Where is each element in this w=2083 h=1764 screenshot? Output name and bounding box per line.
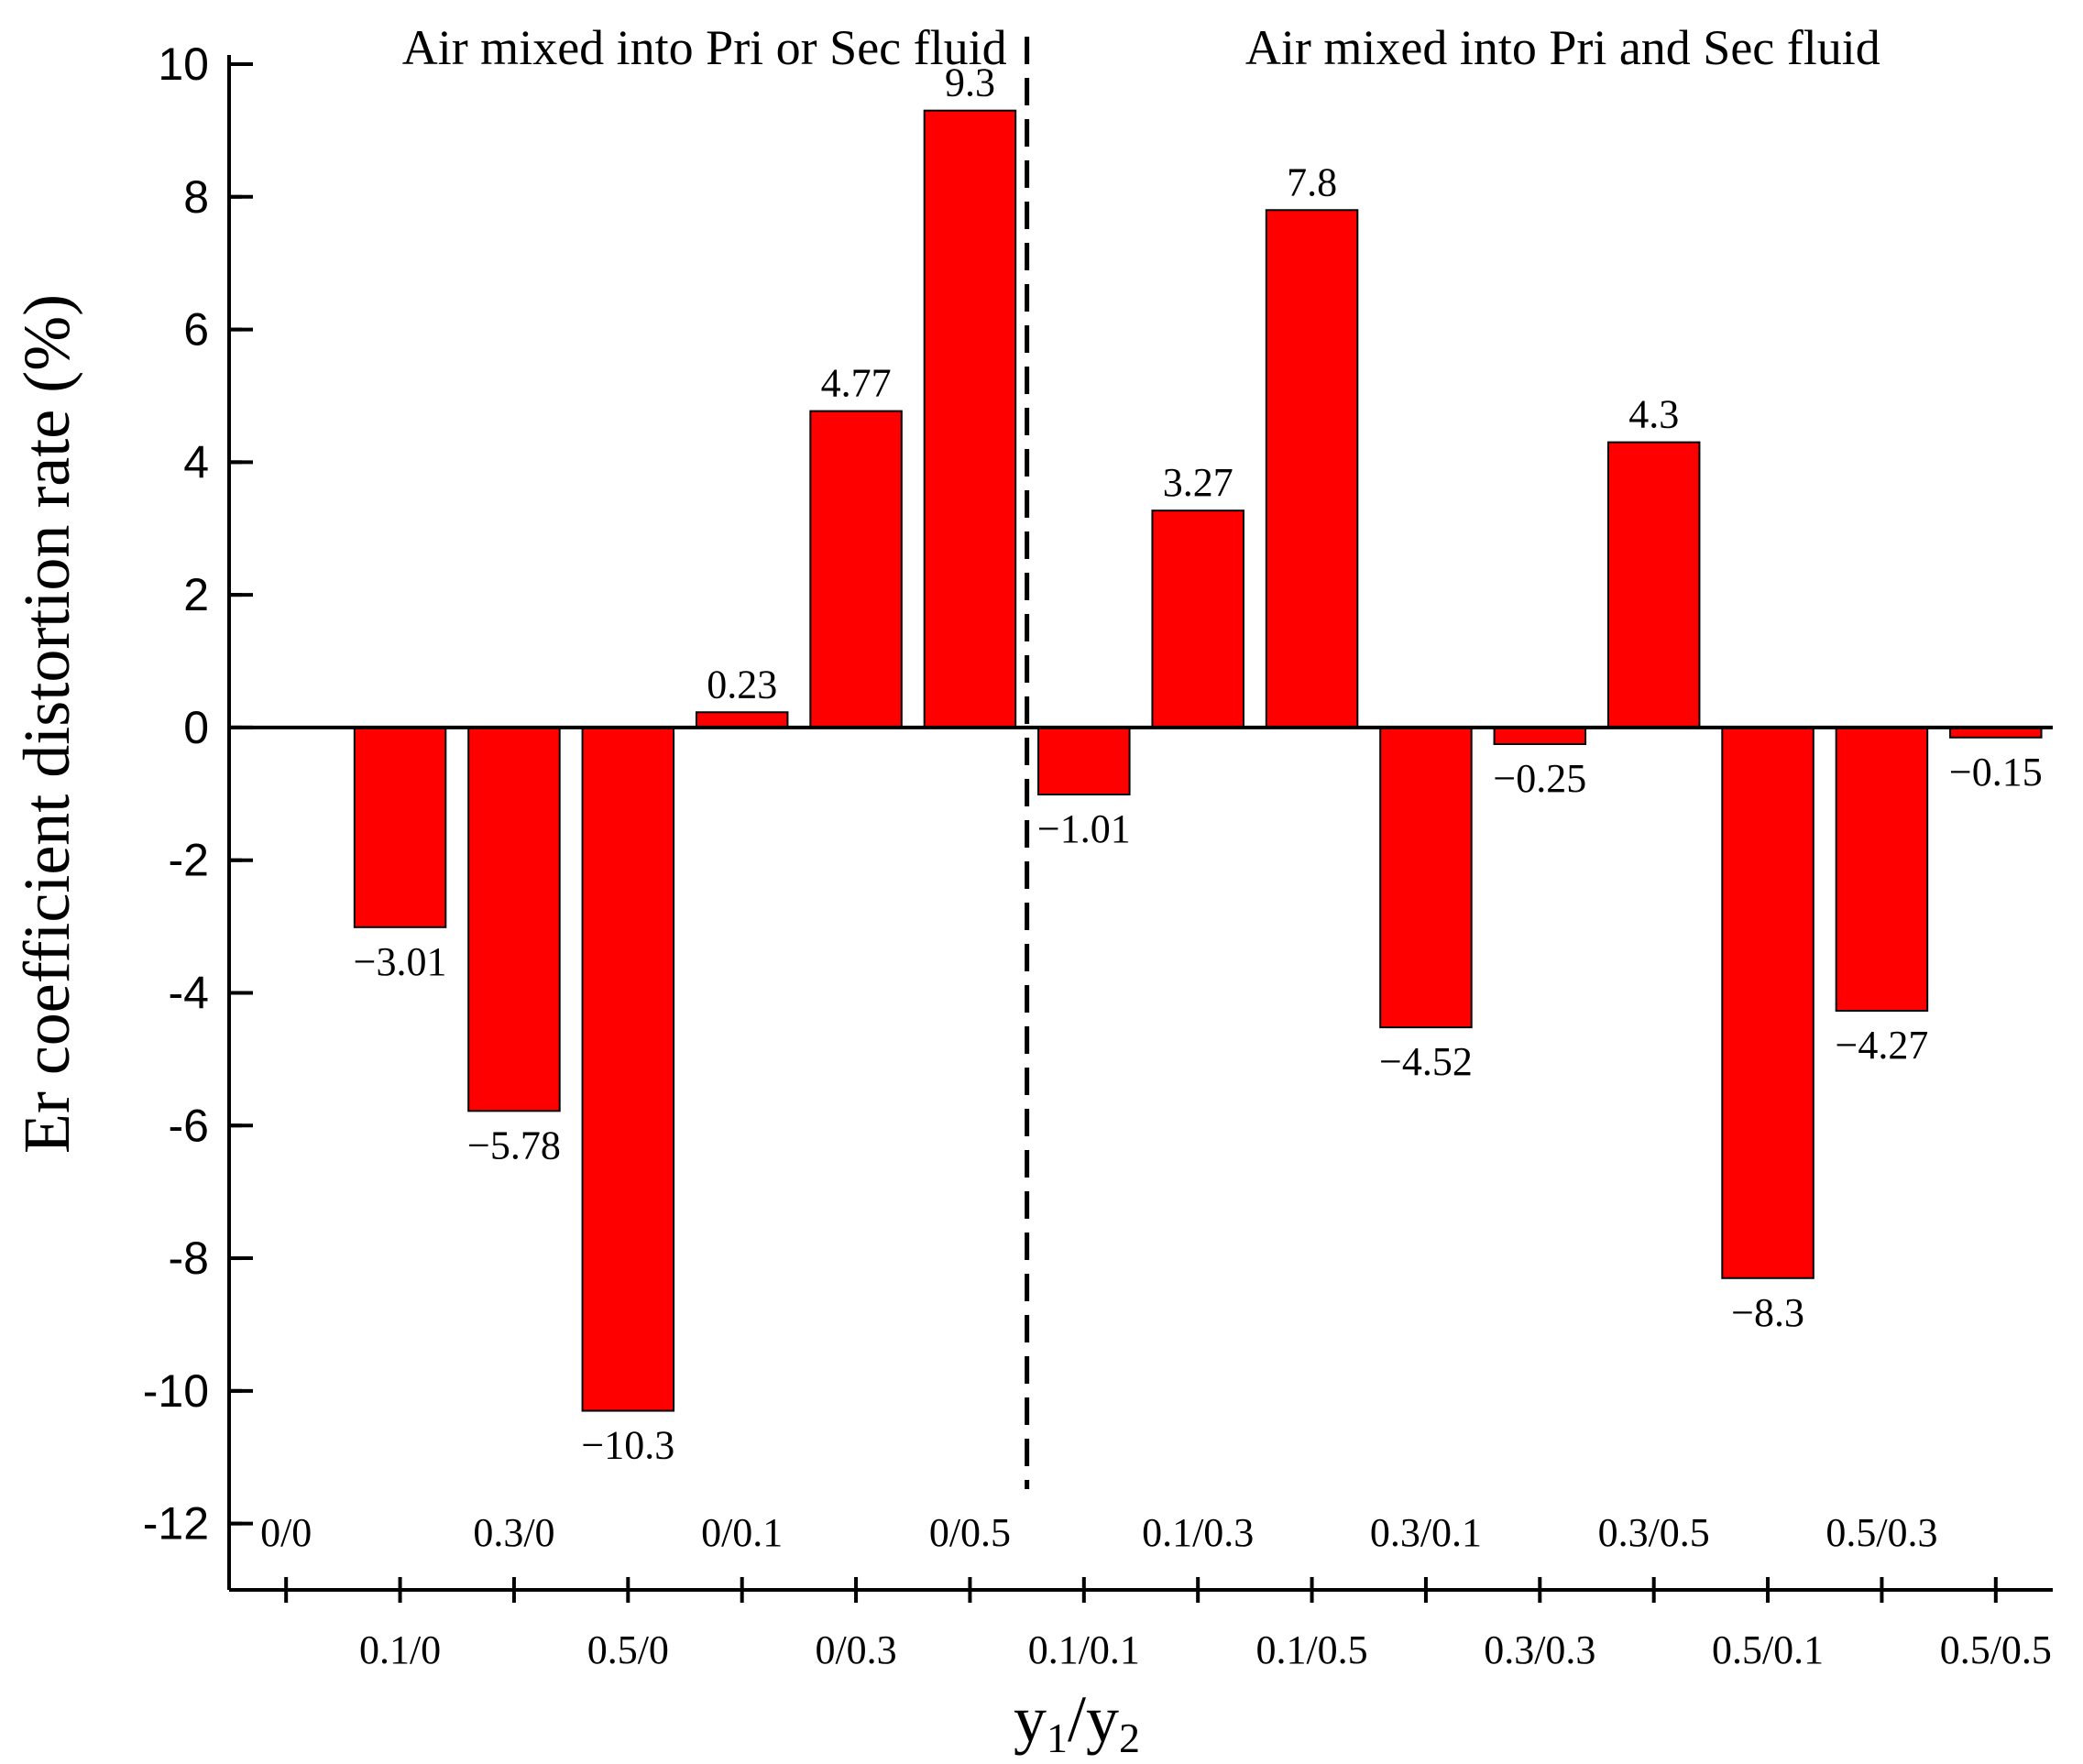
y-tick-label: -4 (169, 967, 209, 1018)
bar-0-0-5 (923, 109, 1017, 729)
bar-0-0-1 (695, 711, 789, 729)
bar-0-5-0 (581, 726, 675, 1412)
x-tick-label: 0.1/0.1 (1028, 1627, 1140, 1672)
x-tick-label: 0/0.3 (815, 1627, 896, 1672)
data-label: −8.3 (1731, 1290, 1804, 1335)
bar-0-3-0-3 (1493, 726, 1587, 746)
data-label: −1.01 (1037, 806, 1131, 851)
x-tick-label: 0.5/0.1 (1712, 1627, 1824, 1672)
y-tick-label: -10 (143, 1365, 209, 1417)
bar-0-3-0-1 (1379, 726, 1473, 1029)
y-tick-label: -12 (143, 1498, 209, 1550)
x-tick-label: 0.5/0.3 (1825, 1510, 1937, 1555)
data-label: −3.01 (354, 939, 447, 984)
y-tick-label: 0 (183, 702, 209, 753)
bar-0-1-0-5 (1265, 209, 1359, 729)
data-label: 3.27 (1163, 460, 1233, 505)
x-tick-label: 0.1/0.5 (1255, 1627, 1367, 1672)
data-label: 4.3 (1628, 392, 1679, 437)
y-ticks: 10 8 6 4 2 0 -2 -4 -6 -8 -10 -12 (143, 38, 253, 1550)
data-label: 4.77 (821, 361, 892, 406)
y-tick-label: 2 (183, 569, 209, 620)
y-tick-label: 6 (183, 304, 209, 356)
x-axis-title-sep: / (1068, 1682, 1086, 1756)
region-labels: Air mixed into Pri or Sec fluid Air mixed… (402, 20, 1880, 75)
bar-0-1-0 (353, 726, 447, 928)
region-label: Air mixed into Pri and Sec fluid (1245, 20, 1880, 75)
x-tick-label: 0.1/0 (359, 1627, 441, 1672)
y-tick-label: 10 (158, 38, 209, 90)
bar-0-1-0-1 (1037, 726, 1131, 796)
bars-group (353, 109, 2043, 1412)
x-axis-title-base1: y (1014, 1682, 1047, 1756)
x-tick-label: 0.3/0.1 (1370, 1510, 1482, 1555)
x-axis-title-sub2: 2 (1119, 1715, 1140, 1761)
data-label: −5.78 (467, 1123, 561, 1167)
y-axis-title: Er coefficient distortion rate (%) (10, 294, 83, 1154)
region-label: Air mixed into Pri or Sec fluid (402, 20, 1007, 75)
x-tick-label: 0.3/0.5 (1598, 1510, 1710, 1555)
x-tick-label: 0/0 (260, 1510, 312, 1555)
x-axis-title: y1/y2 (1014, 1682, 1140, 1761)
x-tick-label: 0/0.5 (929, 1510, 1011, 1555)
y-tick-label: 4 (183, 436, 209, 488)
data-labels: −3.01 −5.78 −10.3 0.23 4.77 9.3 −1.01 3.27 7.8 −4… (354, 60, 2043, 1468)
y-tick-label: -8 (169, 1233, 209, 1284)
x-ticks: 0/0 0.1/0 0.3/0 0.5/0 0/0.1 0/0.3 0/0.5 0.1/0.1… (260, 1510, 2052, 1672)
bar-0-3-0 (467, 726, 561, 1112)
bar-0-3-0-5 (1606, 441, 1701, 729)
y-tick-label: 8 (183, 171, 209, 223)
x-tick-label: 0.1/0.3 (1142, 1510, 1254, 1555)
y-tick-label: -6 (169, 1100, 209, 1151)
data-label: −0.25 (1493, 756, 1586, 801)
data-label: −0.15 (1949, 750, 2043, 794)
bar-0-5-0-1 (1721, 726, 1814, 1279)
data-label: 0.23 (707, 662, 777, 707)
x-tick-label: 0.5/0 (587, 1627, 669, 1672)
data-label: −10.3 (581, 1423, 674, 1468)
x-tick-label: 0/0.1 (701, 1510, 783, 1555)
x-tick-label: 0.3/0 (473, 1510, 554, 1555)
x-tick-label: 0.5/0.5 (1940, 1627, 2052, 1672)
data-label: 9.3 (945, 60, 995, 105)
data-label: −4.52 (1379, 1039, 1473, 1084)
bar-0-5-0-3 (1835, 726, 1929, 1013)
y-tick-label: -2 (169, 835, 209, 886)
bar-0-0-3 (809, 410, 903, 729)
data-label: 7.8 (1287, 159, 1337, 204)
bar-0-1-0-3 (1151, 509, 1244, 729)
data-label: −4.27 (1836, 1023, 1929, 1068)
x-axis-title-sub1: 1 (1047, 1715, 1068, 1761)
x-axis-title-base2: y (1086, 1682, 1119, 1756)
x-tick-label: 0.3/0.3 (1484, 1627, 1595, 1672)
